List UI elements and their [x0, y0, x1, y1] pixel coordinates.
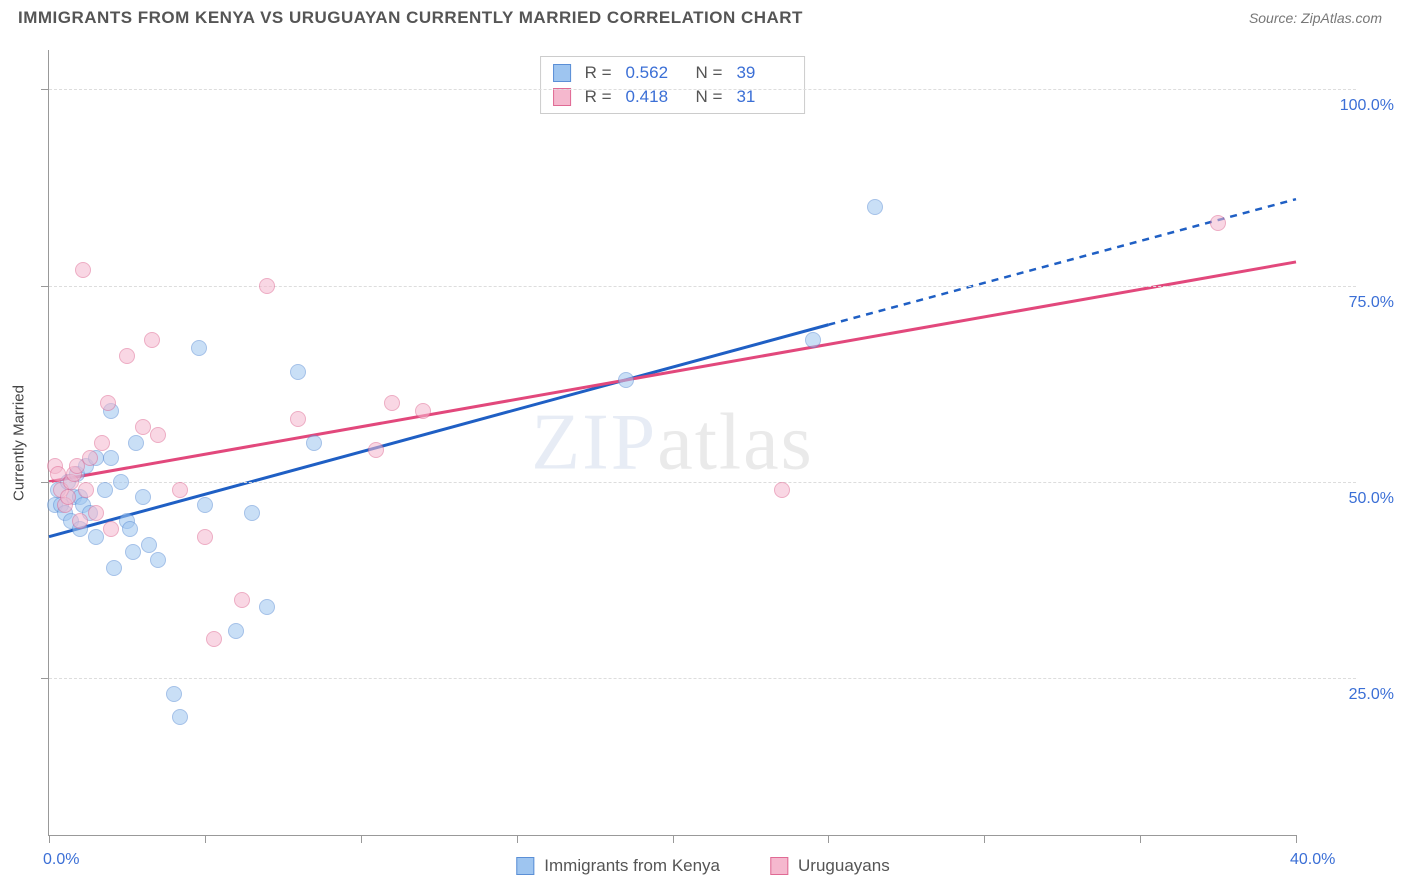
- data-point: [144, 332, 160, 348]
- chart-plot-area: Currently Married ZIPatlas R =0.562N =39…: [48, 50, 1296, 836]
- y-tick-label: 25.0%: [1349, 686, 1394, 704]
- x-tick-label: 40.0%: [1290, 851, 1335, 869]
- y-tick: [41, 286, 49, 287]
- data-point: [244, 505, 260, 521]
- data-point: [306, 435, 322, 451]
- data-point: [141, 537, 157, 553]
- data-point: [135, 419, 151, 435]
- y-tick: [41, 89, 49, 90]
- gridline: [49, 482, 1356, 483]
- data-point: [106, 560, 122, 576]
- legend-swatch: [553, 64, 571, 82]
- data-point: [88, 505, 104, 521]
- y-axis-label: Currently Married: [11, 385, 28, 501]
- data-point: [125, 544, 141, 560]
- data-point: [135, 489, 151, 505]
- data-point: [172, 709, 188, 725]
- legend-item: Immigrants from Kenya: [516, 856, 720, 876]
- y-tick-label: 50.0%: [1349, 490, 1394, 508]
- data-point: [94, 435, 110, 451]
- legend-n-value: 39: [736, 63, 792, 83]
- chart-title: IMMIGRANTS FROM KENYA VS URUGUAYAN CURRE…: [18, 8, 803, 28]
- legend-row: R = 0.562 N = 39: [553, 61, 793, 85]
- x-tick: [49, 835, 50, 843]
- data-point: [290, 364, 306, 380]
- legend-n-label: N =: [696, 63, 723, 83]
- data-point: [805, 332, 821, 348]
- x-tick: [1296, 835, 1297, 843]
- x-tick: [517, 835, 518, 843]
- data-point: [259, 599, 275, 615]
- x-tick-label: 0.0%: [43, 851, 79, 869]
- data-point: [119, 348, 135, 364]
- correlation-legend: R =0.562N =39R =0.418N =31: [540, 56, 806, 114]
- data-point: [113, 474, 129, 490]
- data-point: [100, 395, 116, 411]
- legend-swatch: [516, 857, 534, 875]
- legend-r-value: 0.562: [626, 63, 682, 83]
- trend-lines: [49, 50, 1296, 835]
- data-point: [197, 529, 213, 545]
- legend-label: Uruguayans: [798, 856, 890, 876]
- data-point: [60, 489, 76, 505]
- data-point: [290, 411, 306, 427]
- x-tick: [828, 835, 829, 843]
- data-point: [75, 262, 91, 278]
- data-point: [259, 278, 275, 294]
- data-point: [103, 521, 119, 537]
- x-tick: [1140, 835, 1141, 843]
- series-legend: Immigrants from Kenya Uruguayans: [516, 856, 889, 876]
- data-point: [88, 529, 104, 545]
- y-tick-label: 75.0%: [1349, 294, 1394, 312]
- data-point: [206, 631, 222, 647]
- data-point: [368, 442, 384, 458]
- y-tick: [41, 482, 49, 483]
- data-point: [72, 513, 88, 529]
- data-point: [166, 686, 182, 702]
- gridline: [49, 286, 1356, 287]
- data-point: [82, 450, 98, 466]
- data-point: [103, 450, 119, 466]
- data-point: [191, 340, 207, 356]
- legend-r-label: R =: [585, 63, 612, 83]
- y-tick-label: 100.0%: [1340, 97, 1394, 115]
- data-point: [234, 592, 250, 608]
- data-point: [97, 482, 113, 498]
- data-point: [867, 199, 883, 215]
- data-point: [774, 482, 790, 498]
- data-point: [384, 395, 400, 411]
- data-point: [197, 497, 213, 513]
- data-point: [150, 427, 166, 443]
- source-attribution: Source: ZipAtlas.com: [1249, 10, 1382, 26]
- data-point: [150, 552, 166, 568]
- y-tick: [41, 678, 49, 679]
- watermark: ZIPatlas: [531, 397, 814, 488]
- legend-label: Immigrants from Kenya: [544, 856, 720, 876]
- data-point: [78, 482, 94, 498]
- x-tick: [673, 835, 674, 843]
- data-point: [128, 435, 144, 451]
- data-point: [228, 623, 244, 639]
- legend-item: Uruguayans: [770, 856, 890, 876]
- gridline: [49, 678, 1356, 679]
- data-point: [415, 403, 431, 419]
- data-point: [618, 372, 634, 388]
- x-tick: [984, 835, 985, 843]
- gridline: [49, 89, 1356, 90]
- x-tick: [361, 835, 362, 843]
- data-point: [172, 482, 188, 498]
- x-tick: [205, 835, 206, 843]
- legend-swatch: [770, 857, 788, 875]
- data-point: [122, 521, 138, 537]
- legend-swatch: [553, 88, 571, 106]
- data-point: [1210, 215, 1226, 231]
